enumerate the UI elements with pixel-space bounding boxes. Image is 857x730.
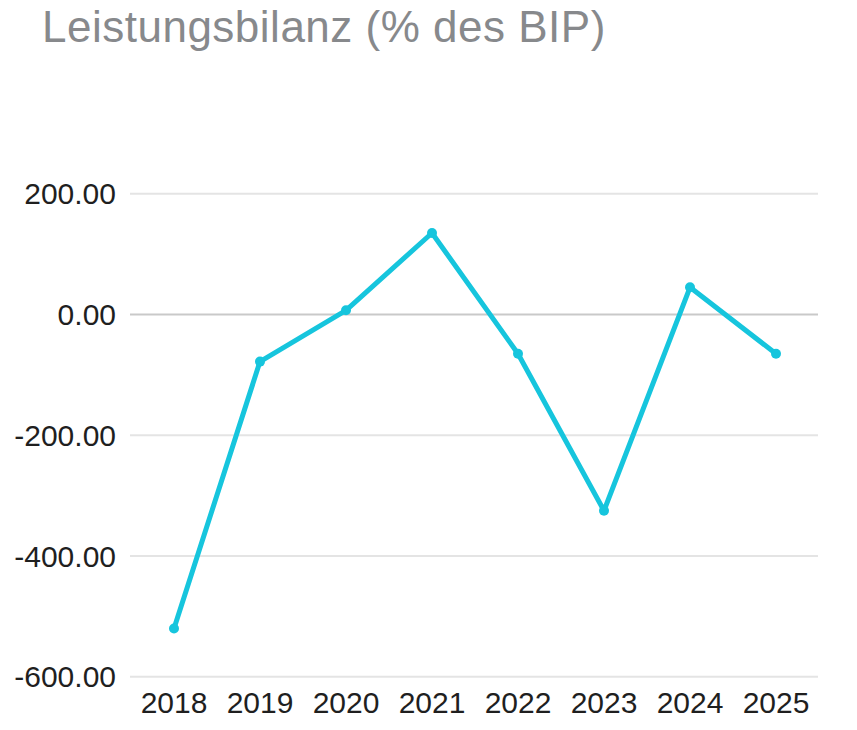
x-tick-label: 2022 bbox=[485, 686, 552, 719]
y-tick-label: 0.00 bbox=[58, 298, 116, 331]
y-tick-label: -200.00 bbox=[14, 419, 116, 452]
x-tick-label: 2020 bbox=[313, 686, 380, 719]
x-tick-label: 2025 bbox=[743, 686, 810, 719]
x-tick-label: 2021 bbox=[399, 686, 466, 719]
x-tick-label: 2024 bbox=[657, 686, 724, 719]
y-tick-label: 200.00 bbox=[24, 177, 116, 210]
line-chart-canvas: 200.00 0.00 -200.00 -400.00 -600.00 2018 2019 2… bbox=[0, 0, 857, 730]
x-tick-label: 2023 bbox=[571, 686, 638, 719]
x-tick-label: 2018 bbox=[141, 686, 208, 719]
data-point-marker bbox=[255, 357, 265, 367]
data-point-marker bbox=[169, 623, 179, 633]
data-point-marker bbox=[599, 506, 609, 516]
series-line bbox=[174, 233, 776, 628]
y-tick-label: -400.00 bbox=[14, 540, 116, 573]
data-point-marker bbox=[771, 349, 781, 359]
chart-page: Leistungsbilanz (% des BIP) 200.000.00-2… bbox=[0, 0, 857, 730]
y-tick-label: -600.00 bbox=[14, 660, 116, 693]
x-tick-label: 2019 bbox=[227, 686, 294, 719]
data-point-marker bbox=[341, 305, 351, 315]
data-point-marker bbox=[427, 228, 437, 238]
data-point-marker bbox=[513, 349, 523, 359]
data-point-marker bbox=[685, 282, 695, 292]
